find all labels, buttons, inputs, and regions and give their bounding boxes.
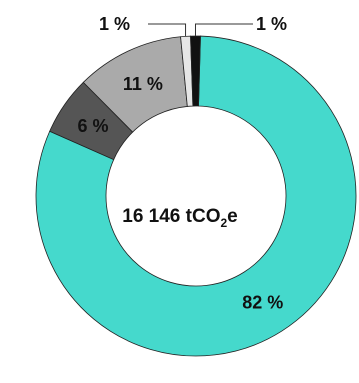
slice-label-4: 1 % [99, 14, 130, 34]
slice-label-3: 11 % [123, 74, 163, 94]
center-total-label: 16 146 tCO2e [122, 206, 238, 230]
slice-label-2: 6 % [78, 116, 109, 136]
center-total-suffix: e [227, 206, 238, 227]
leader-line-4 [148, 23, 187, 37]
leader-lines [148, 23, 253, 37]
slice-labels: 82 % 6 % 11 % 1 % 1 % [78, 14, 287, 313]
leader-line-5 [194, 23, 253, 37]
center-total-value: 16 146 tCO [122, 206, 220, 227]
center-total-subscript: 2 [220, 216, 227, 230]
donut-slice-5 [190, 35, 201, 107]
donut-slices [35, 35, 357, 357]
slice-label-5: 1 % [256, 14, 287, 34]
slice-label-1: 82 % [242, 293, 283, 313]
donut-slice-1 [35, 35, 357, 357]
